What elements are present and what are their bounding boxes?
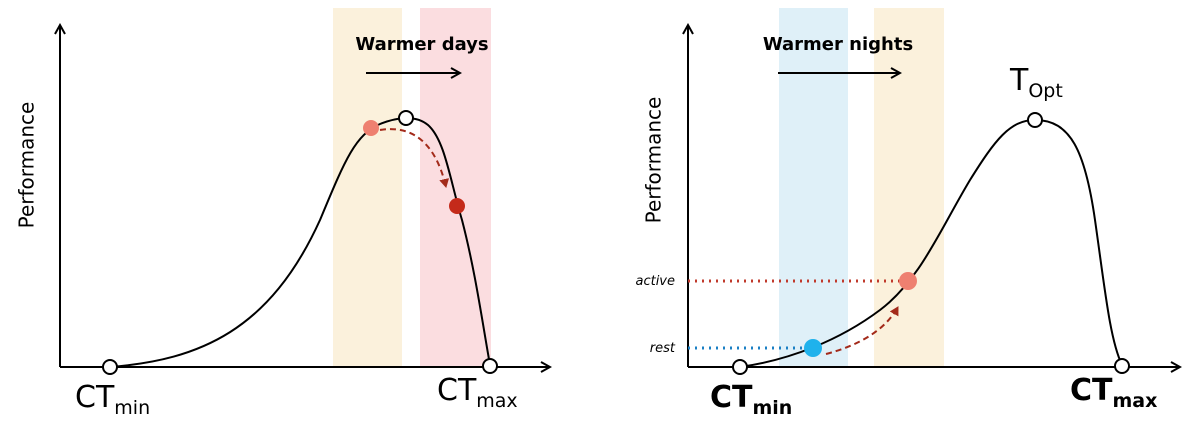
ctmax-label: CTmax	[437, 373, 518, 412]
label-base: CT	[710, 380, 753, 415]
ctmin-marker	[732, 359, 748, 375]
ctmin-label: CTmin	[710, 380, 792, 419]
warm-band	[874, 8, 944, 367]
point	[449, 198, 465, 214]
ctmin-marker	[102, 359, 118, 375]
ctmax-marker	[482, 358, 498, 374]
label-sub: min	[114, 397, 150, 419]
label-sub: Opt	[1028, 80, 1062, 102]
peak-marker	[1027, 112, 1043, 128]
arrow-label: Warmer days	[355, 34, 488, 55]
left-panel: Performance Warmer days CTmin CTmax	[15, 8, 551, 419]
ctmax-marker	[1114, 358, 1130, 374]
y-label: Performance	[15, 102, 39, 229]
y-label: Performance	[642, 97, 666, 224]
label-base: CT	[75, 380, 115, 415]
ctmax-label: CTmax	[1070, 373, 1157, 412]
point	[363, 120, 379, 136]
shift-arrow	[379, 128, 450, 188]
label-base: T	[1009, 63, 1029, 98]
label-sub: max	[476, 390, 517, 412]
label-base: CT	[437, 373, 477, 408]
ctmin-label: CTmin	[75, 380, 150, 419]
point	[804, 339, 822, 357]
label-sub: min	[752, 397, 792, 419]
label-base: CT	[1070, 373, 1113, 408]
rest-label: rest	[650, 341, 676, 356]
warm-band	[333, 8, 402, 367]
right-panel: Performance Warmer nights active rest TO…	[635, 8, 1180, 419]
label-sub: max	[1112, 390, 1157, 412]
cool-band	[779, 8, 848, 367]
performance-curve	[739, 118, 1123, 368]
shift-arrow	[825, 306, 899, 355]
active-label: active	[635, 274, 675, 289]
topt-label: TOpt	[1009, 63, 1063, 102]
peak-marker	[398, 110, 414, 126]
performance-curve	[109, 117, 491, 368]
point	[899, 272, 917, 290]
arrow-label: Warmer nights	[763, 34, 913, 55]
